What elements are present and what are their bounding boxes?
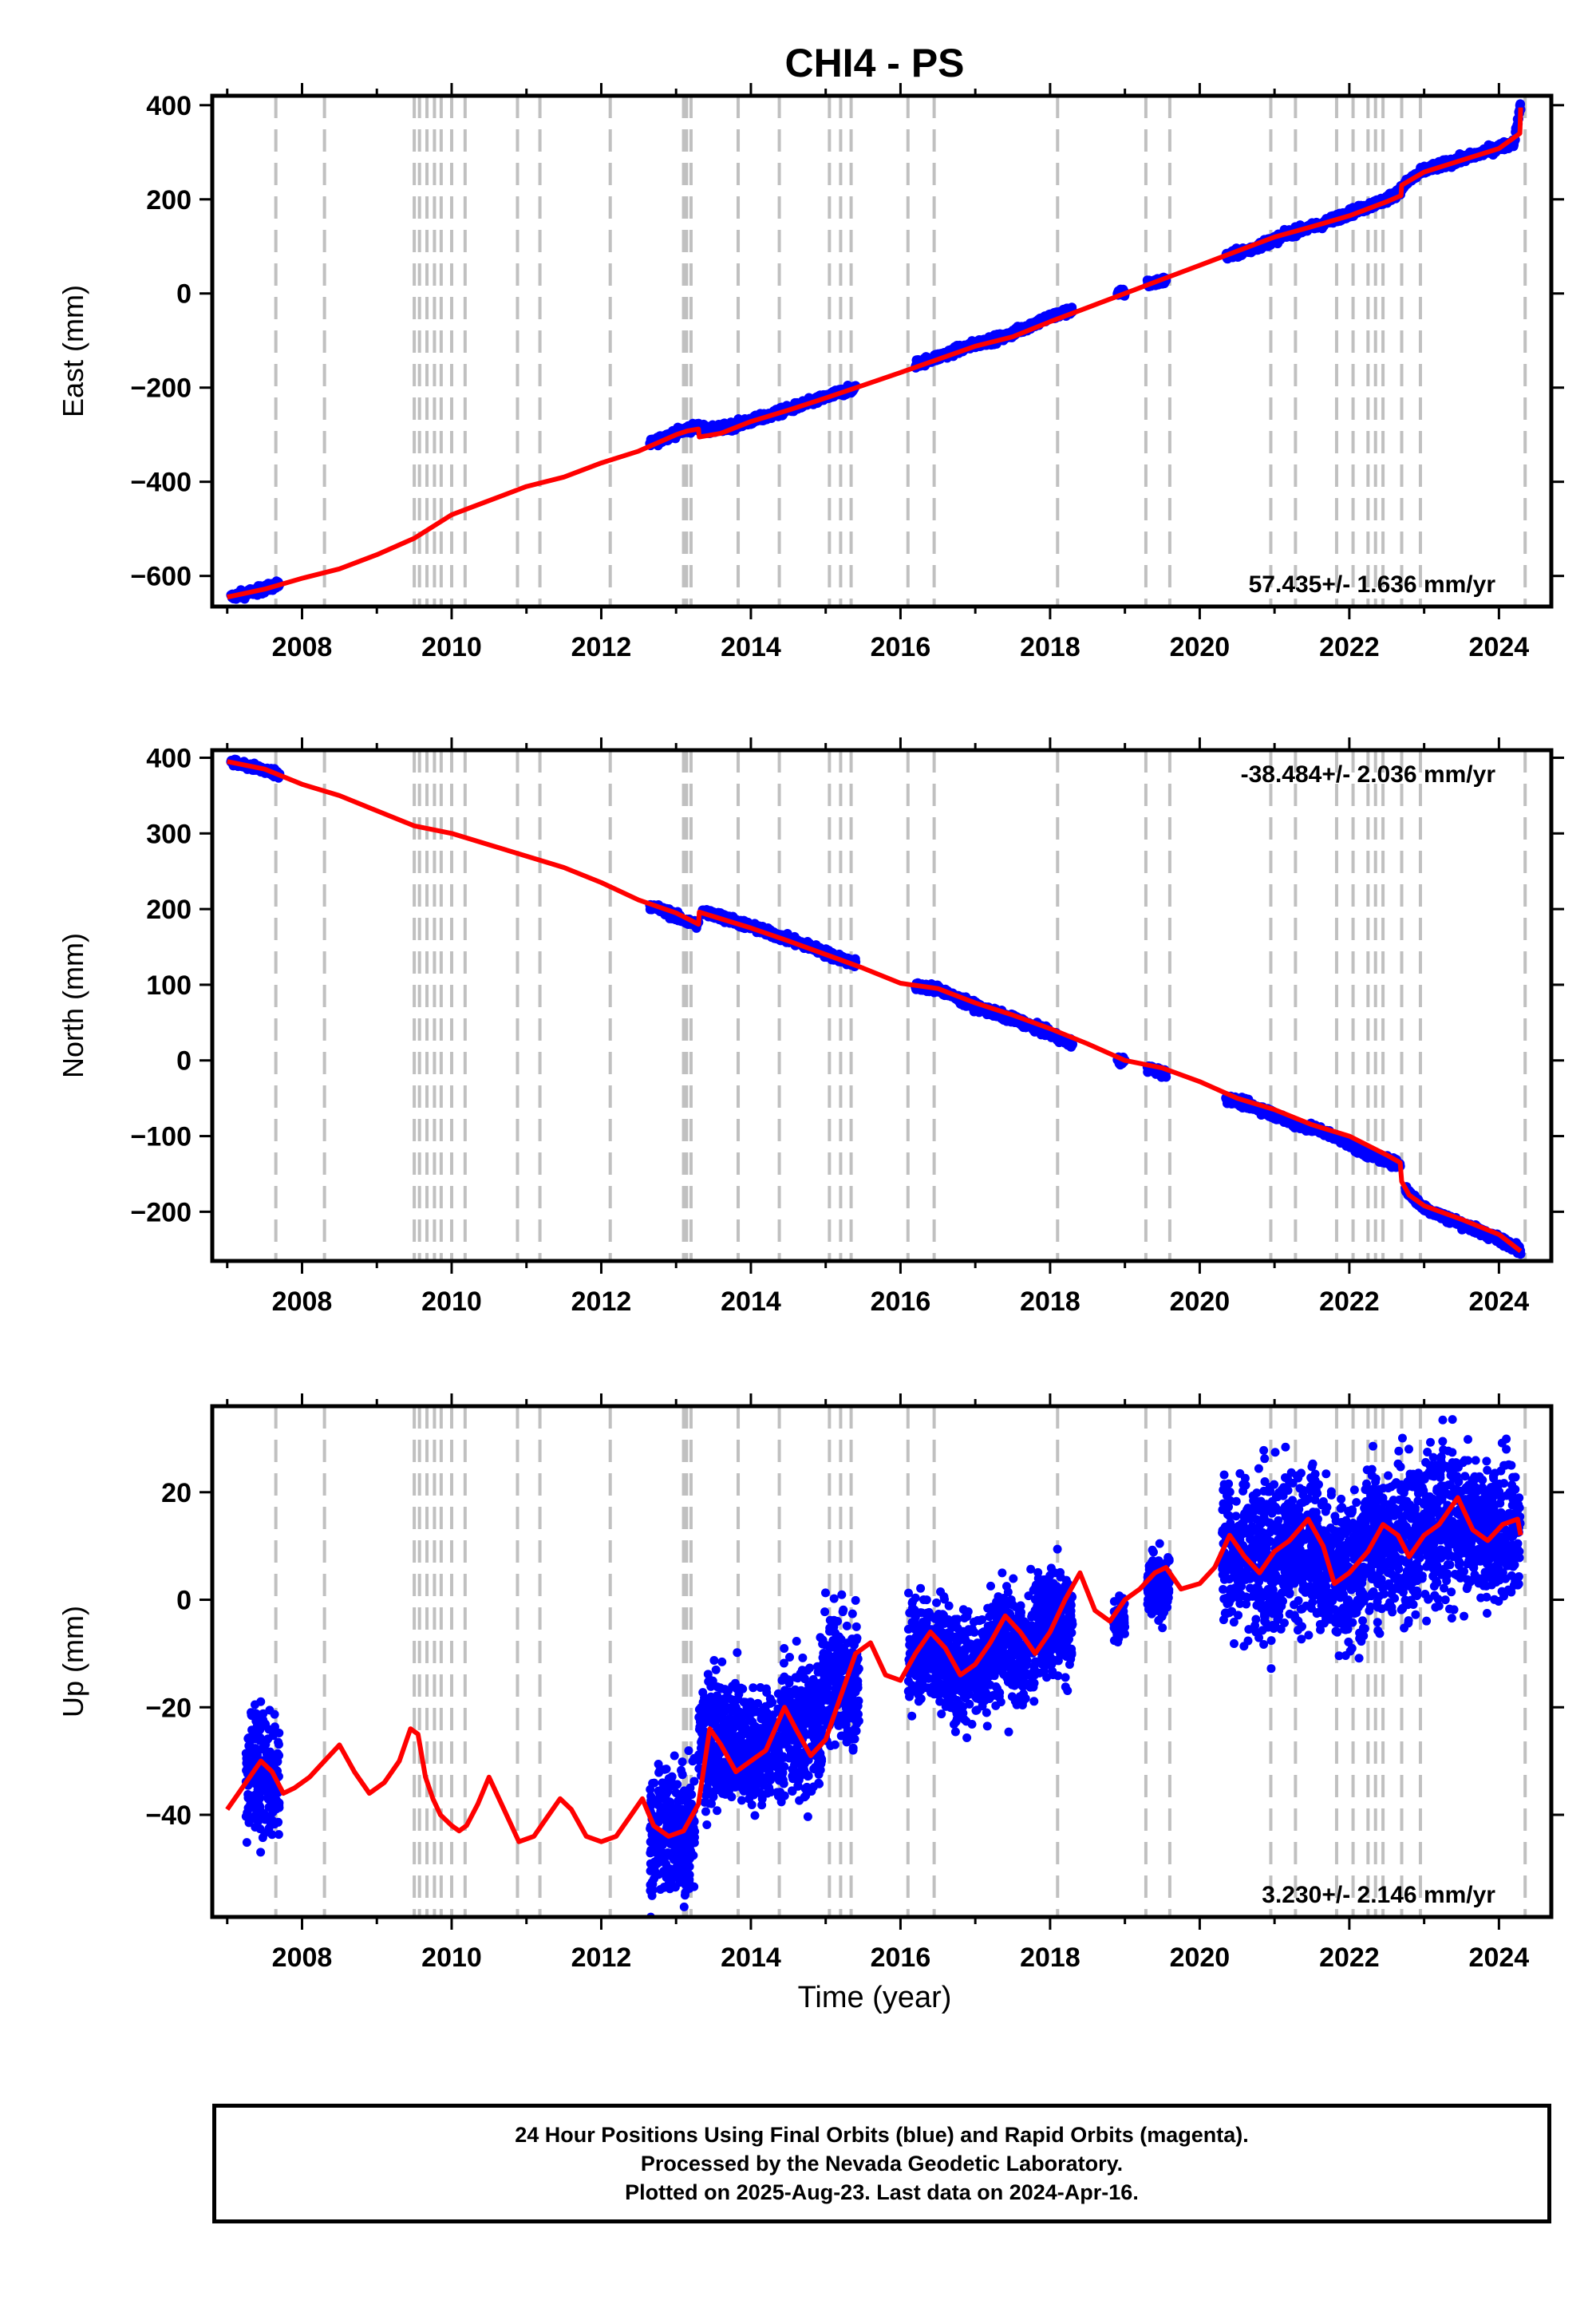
y-tick-label: 100 (146, 970, 192, 1001)
plot-frame (210, 93, 1554, 609)
x-tick-label: 2016 (871, 1286, 931, 1317)
y-axis-label: East (mm) (57, 285, 89, 417)
y-tick-label: −200 (130, 373, 192, 404)
y-tick-label: 300 (146, 819, 192, 849)
y-tick-label: 0 (176, 279, 192, 310)
data-point (248, 1729, 258, 1739)
data-point (243, 1793, 253, 1803)
x-tick-label: 2010 (421, 632, 482, 662)
x-tick-label: 2022 (1319, 632, 1380, 662)
y-tick-label: 0 (176, 1046, 192, 1077)
plot-area (225, 1406, 1527, 1917)
data-point (270, 1709, 279, 1719)
data-point (677, 1765, 686, 1775)
y-tick-label: −600 (130, 562, 192, 592)
x-tick-label: 2014 (721, 632, 781, 662)
data-point (259, 1809, 268, 1819)
x-tick-label: 2018 (1020, 1286, 1080, 1317)
data-point (653, 1856, 662, 1865)
data-point (260, 1770, 270, 1780)
x-tick-label: 2024 (1469, 632, 1530, 662)
data-point (255, 1794, 265, 1804)
data-point (267, 1830, 277, 1840)
data-point (1068, 1039, 1078, 1049)
x-tick-label: 2010 (421, 1286, 482, 1317)
data-point (670, 1751, 679, 1761)
data-point (251, 1715, 261, 1725)
plot-area (226, 96, 1527, 607)
data-point (275, 1728, 284, 1737)
data-point (684, 1746, 693, 1756)
model-line (227, 107, 1523, 600)
data-point (256, 1848, 266, 1857)
y-tick-label: −200 (130, 1197, 192, 1227)
data-point (648, 1779, 658, 1788)
x-tick-label: 2012 (571, 632, 632, 662)
data-point (270, 1801, 279, 1811)
x-tick-label: 2008 (272, 1286, 333, 1317)
y-tick-label: −400 (130, 468, 192, 498)
data-point (678, 1757, 687, 1767)
rate-label: -38.484+/- 2.036 mm/yr (1241, 761, 1496, 788)
model-line (227, 759, 1523, 1254)
data-point (689, 1777, 699, 1786)
x-tick-label: 2014 (721, 1286, 781, 1317)
panel-north: 2008 2010 2012 2014 2016 2018 2020 2022 2024 −200… (57, 737, 1564, 1317)
data-point (267, 1783, 277, 1792)
data-point (255, 1733, 265, 1743)
data-point (250, 1775, 259, 1784)
data-point (662, 1860, 671, 1869)
data-point (274, 1830, 283, 1840)
data-point (263, 1734, 273, 1744)
x-tick-label: 2020 (1170, 632, 1231, 662)
data-point (272, 1751, 282, 1761)
x-tick-label: 2020 (1170, 1286, 1231, 1317)
data-point (250, 1700, 259, 1709)
y-tick-label: 400 (146, 743, 192, 773)
data-point (1161, 1072, 1171, 1082)
chart-title: CHI4 - PS (784, 41, 964, 85)
y-tick-label: −100 (130, 1122, 192, 1152)
data-point (252, 1808, 262, 1817)
data-point (274, 1740, 283, 1749)
y-axis-label: North (mm) (57, 933, 89, 1078)
data-point (659, 1867, 669, 1876)
x-tick-label: 2016 (871, 632, 931, 662)
data-point (247, 1708, 256, 1717)
data-point (266, 1820, 275, 1830)
x-tick-label: 2024 (1469, 1286, 1530, 1317)
y-tick-label: 200 (146, 185, 192, 215)
x-tick-label: 2018 (1020, 632, 1080, 662)
plot-area (226, 750, 1527, 1261)
plot-frame (210, 748, 1554, 1263)
panel-up: 2008 2010 2012 2014 2016 2018 2020 2022 2024−40−… (57, 1393, 1564, 1973)
data-point (241, 1812, 251, 1821)
data-point (247, 1749, 257, 1758)
data-point (251, 1814, 261, 1824)
data-point (259, 1742, 269, 1752)
x-tick-label: 2008 (272, 632, 333, 662)
y-tick-label: 400 (146, 91, 192, 121)
data-point (249, 1757, 259, 1766)
rate-label: 57.435+/- 1.636 mm/yr (1249, 571, 1496, 598)
data-point (679, 1902, 689, 1911)
data-point (261, 1786, 271, 1796)
data-point (254, 1782, 263, 1792)
x-tick-label: 2012 (571, 1286, 632, 1317)
data-point (242, 1838, 251, 1848)
data-point (264, 1725, 274, 1734)
panel-east: 2008 2010 2012 2014 2016 2018 2020 2022 2024 −600… (57, 83, 1564, 662)
data-point (689, 1823, 698, 1832)
data-point (263, 1793, 272, 1803)
y-tick-label: 200 (146, 895, 192, 925)
x-tick-label: 2022 (1319, 1286, 1380, 1317)
data-point (255, 1824, 265, 1834)
